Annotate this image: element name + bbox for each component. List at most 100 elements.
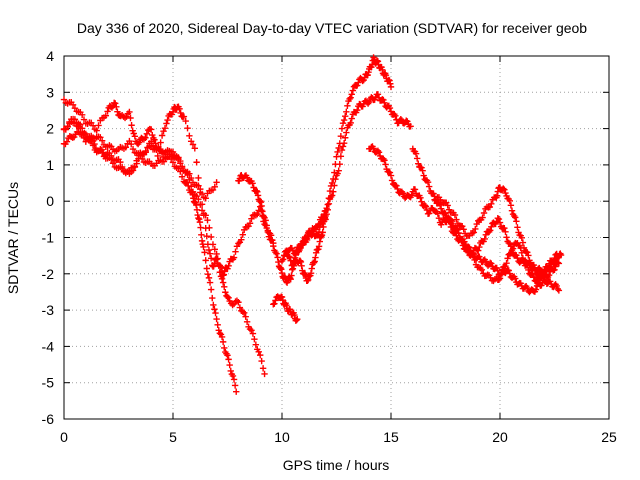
data-point [319, 229, 326, 236]
data-point [157, 139, 164, 146]
data-point [112, 100, 119, 107]
data-point [325, 200, 333, 207]
data-point [136, 139, 143, 146]
data-point [514, 254, 521, 262]
data-point [273, 250, 280, 257]
data-point [164, 116, 171, 124]
data-point [446, 216, 454, 223]
data-point [298, 262, 305, 269]
data-point [502, 228, 509, 236]
data-point [186, 132, 193, 140]
data-point [464, 245, 471, 253]
data-point [418, 164, 425, 171]
data-point [478, 266, 486, 274]
data-point [186, 170, 193, 177]
data-point [342, 112, 349, 120]
data-point [309, 231, 316, 238]
data-point [149, 131, 156, 139]
data-point [258, 202, 265, 210]
x-tick-label: 10 [274, 429, 290, 445]
data-point [198, 237, 206, 245]
data-point [302, 271, 309, 278]
y-tick-label: -4 [42, 338, 55, 354]
data-point [424, 179, 432, 186]
data-point [230, 254, 238, 261]
data-point [337, 153, 345, 160]
data-point [403, 117, 410, 124]
data-point [117, 158, 124, 166]
data-point [215, 262, 222, 269]
data-point [555, 260, 563, 267]
data-point [78, 111, 86, 119]
data-point [278, 266, 285, 273]
data-point [163, 120, 170, 127]
data-point [435, 214, 443, 222]
data-point [230, 376, 238, 383]
data-point [509, 245, 517, 252]
data-point [122, 144, 129, 151]
data-point [151, 136, 158, 143]
data-point [404, 118, 411, 125]
data-point [507, 202, 515, 209]
data-point [260, 213, 268, 221]
data-point [271, 300, 278, 307]
data-point [462, 241, 470, 248]
data-point [365, 69, 372, 76]
data-point [204, 217, 211, 224]
data-point [524, 249, 531, 256]
data-point [178, 173, 186, 180]
data-point [60, 96, 68, 103]
data-point [387, 83, 395, 91]
data-point [453, 226, 461, 233]
data-point [212, 309, 219, 317]
data-point [248, 327, 255, 334]
data-point [415, 160, 422, 167]
data-point [318, 233, 325, 240]
data-markers [60, 54, 565, 395]
data-point [202, 195, 209, 202]
data-point [296, 257, 304, 265]
data-point [304, 276, 312, 284]
data-point [291, 311, 298, 319]
data-point [493, 192, 501, 199]
data-point [193, 159, 200, 166]
data-point [506, 197, 514, 205]
data-point [288, 272, 295, 279]
data-point [532, 286, 540, 293]
data-point [263, 222, 270, 229]
data-point [417, 194, 424, 202]
data-point [392, 112, 399, 119]
data-point [221, 283, 228, 291]
data-point [142, 147, 149, 155]
data-point [374, 58, 382, 65]
data-point [272, 297, 279, 304]
data-point [488, 223, 495, 230]
data-point [338, 125, 346, 132]
data-point [241, 309, 248, 317]
data-point [233, 388, 240, 395]
data-point [206, 250, 214, 257]
data-point [254, 210, 261, 218]
data-point [128, 122, 135, 129]
data-point [502, 262, 509, 270]
data-point [524, 284, 531, 292]
data-point [225, 262, 232, 270]
data-point [557, 251, 565, 259]
data-point [437, 205, 445, 212]
data-point [202, 212, 209, 219]
data-point [225, 294, 232, 302]
data-point [80, 134, 88, 142]
data-point [275, 258, 282, 266]
data-point [470, 229, 478, 236]
data-point [397, 115, 405, 123]
data-point [514, 224, 521, 231]
data-point [419, 167, 426, 174]
data-point [82, 130, 89, 138]
data-point [286, 253, 293, 261]
data-point [93, 127, 100, 134]
data-point [89, 122, 97, 129]
data-point [206, 279, 214, 286]
data-point [213, 315, 220, 323]
data-point [258, 357, 265, 365]
